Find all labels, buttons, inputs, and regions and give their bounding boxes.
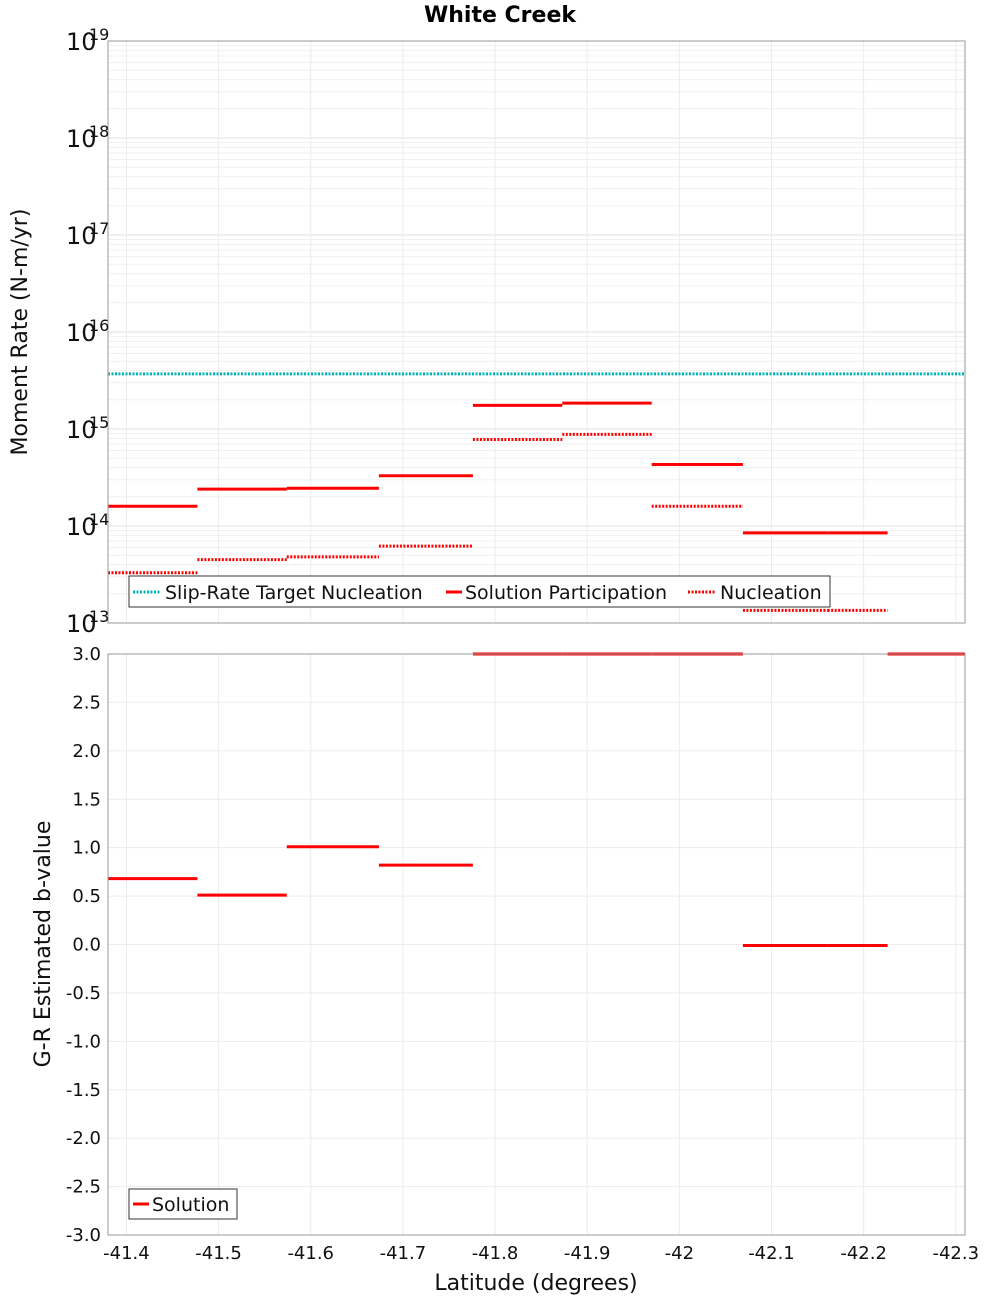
y-tick-label: -2.0: [66, 1128, 101, 1149]
bottom-plot-frame: [107, 653, 966, 1236]
top-plot-frame: [107, 40, 966, 624]
x-tick-label: -42.2: [840, 1243, 887, 1264]
y-tick-base: 10: [66, 513, 97, 541]
bottom-y-axis-label: G-R Estimated b-value: [31, 821, 56, 1068]
x-tick-label: -41.9: [564, 1243, 611, 1264]
x-tick-labels: -41.4 -41.5 -41.6 -41.7 -41.8 -41.9 -42 -42.1 -4…: [103, 1243, 979, 1264]
y-tick-exponent: 18: [89, 122, 109, 141]
x-tick-label: -41.7: [380, 1243, 427, 1264]
y-tick-label: -1.0: [66, 1031, 101, 1052]
x-axis-label: Latitude (degrees): [434, 1271, 637, 1296]
top-y-axis-label: Moment Rate (N-m/yr): [8, 209, 33, 456]
y-tick-exponent: 14: [89, 510, 109, 529]
top-plot-grid: [108, 41, 965, 624]
y-tick-base: 10: [66, 416, 97, 444]
x-tick-label: -41.8: [472, 1243, 519, 1264]
y-tick-exponent: 17: [89, 219, 109, 238]
top-plot-series: [108, 372, 965, 612]
y-tick-base: 10: [66, 125, 97, 153]
y-tick-base: 10: [66, 610, 97, 638]
legend-label-nucleation: Nucleation: [720, 582, 822, 604]
x-tick-label: -41.4: [103, 1243, 150, 1264]
y-tick-label: 1.0: [72, 838, 101, 859]
x-tick-label: -42: [665, 1243, 694, 1264]
bottom-legend: Solution: [128, 1188, 238, 1220]
y-tick-label: -0.5: [66, 983, 101, 1004]
y-tick-label: -2.5: [66, 1177, 101, 1198]
x-tick-label: -42.1: [748, 1243, 795, 1264]
y-tick-label: -1.5: [66, 1080, 101, 1101]
y-tick-label: 2.0: [72, 741, 101, 762]
bottom-plot-y-tick-labels: 3.0 2.5 2.0 1.5 1.0 0.5 0.0 -0.5 -1.0 -1.5 -2.0 -2.…: [66, 644, 101, 1246]
y-tick-exponent: 19: [89, 25, 109, 44]
legend-label-target: Slip-Rate Target Nucleation: [165, 582, 423, 604]
y-tick-label: -3.0: [66, 1225, 101, 1246]
y-tick-label: 3.0: [72, 644, 101, 665]
y-tick-label: 0.0: [72, 935, 101, 956]
top-legend: Slip-Rate Target Nucleation Solution Par…: [128, 575, 831, 608]
x-tick-label: -41.6: [287, 1243, 334, 1264]
y-tick-label: 2.5: [72, 692, 101, 713]
chart-title: White Creek: [424, 3, 577, 28]
x-tick-label: -42.3: [932, 1243, 979, 1264]
y-tick-base: 10: [66, 28, 97, 56]
y-tick-exponent: 16: [89, 316, 109, 335]
legend-label-participation: Solution Participation: [465, 582, 667, 604]
y-tick-base: 10: [66, 319, 97, 347]
y-tick-exponent: 13: [89, 607, 109, 626]
y-tick-label: 0.5: [72, 886, 101, 907]
x-tick-label: -41.5: [195, 1243, 242, 1264]
y-tick-exponent: 15: [89, 413, 109, 432]
legend-label-solution: Solution: [152, 1194, 229, 1216]
y-tick-base: 10: [66, 222, 97, 250]
y-tick-label: 1.5: [72, 789, 101, 810]
